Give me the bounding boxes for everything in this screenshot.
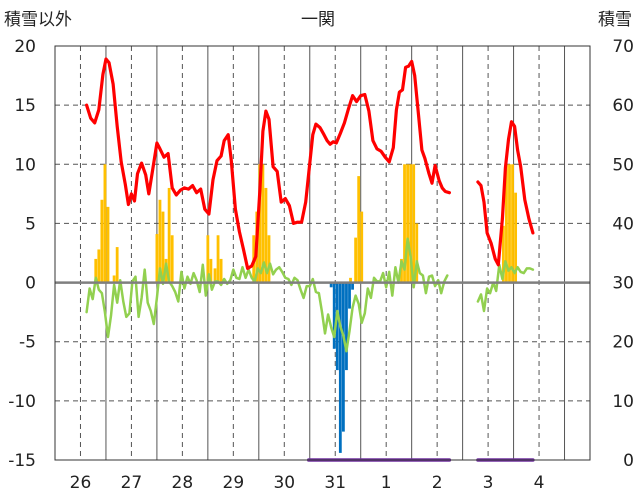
y-left-tick-label: -10 [8,392,36,412]
x-day-label: 27 [121,473,143,493]
sunshine-bar [97,249,101,283]
sunshine-bar [505,164,508,283]
x-day-label: 31 [324,473,346,493]
x-day-label: 4 [534,473,545,493]
temp-change-line [476,260,535,313]
y-right-tick-label: 10 [612,392,634,412]
right-axis-title: 積雪 [598,10,632,30]
sunshine-bar [155,234,159,283]
precip-bar [341,282,345,432]
x-day-label: 3 [483,473,494,493]
y-left-tick-label: -15 [8,451,36,471]
precip-bar [351,282,354,290]
sunshine-bar [264,187,268,283]
sunshine-bar [258,164,262,283]
y-right-tick-label: 0 [623,451,634,471]
precip-bar [335,282,339,371]
sunshine-bar [206,235,210,283]
sunshine-bar [508,164,511,283]
y-left-tick-label: 0 [25,274,36,294]
precip-bar [329,282,333,288]
x-day-label: 1 [381,473,392,493]
sunshine-bar [403,164,406,283]
sunshine-bar [267,235,271,283]
precip-bar [345,282,348,371]
sunshine-bar [100,199,104,283]
sunshine-bar [216,235,220,283]
x-day-label: 28 [172,473,194,493]
temperature-line [84,57,451,270]
sunshine-bar [106,206,110,283]
sunshine-bar [161,211,165,283]
plot-frame [54,45,591,461]
sunshine-bar [511,164,514,283]
y-left-tick-label: -5 [19,333,36,353]
precip-bar [348,282,351,309]
sunshine-bar [360,211,364,283]
precip-bar [332,282,336,349]
chart-title: 一関 [301,10,335,30]
precip-bar [338,282,342,453]
sunshine-bar [354,237,358,283]
y-right-tick-label: 20 [612,333,634,353]
y-left-tick-label: 5 [25,214,36,234]
sunshine-bar [219,258,223,283]
sunshine-bar [415,223,419,283]
sunshine-bar [170,235,174,283]
sunshine-bar [406,164,409,283]
sunshine-bar [158,199,162,283]
sunshine-bar [357,176,361,283]
sunshine-bar [112,275,116,283]
y-right-tick-label: 70 [612,37,634,57]
sunshine-bar [115,247,119,283]
y-right-tick-label: 30 [612,274,634,294]
y-right-tick-label: 40 [612,214,634,234]
sunshine-bar [209,258,213,283]
sunshine-bar [103,164,107,283]
sunshine-bar [501,225,505,283]
sunshine-bar [400,258,403,283]
sunshine-bar [514,192,518,283]
x-day-label: 29 [223,473,245,493]
y-right-tick-label: 60 [612,96,634,116]
left-axis-title: 積雪以外 [4,10,72,30]
sunshine-bar [261,164,265,283]
x-day-label: 26 [70,473,92,493]
sunshine-bar [412,164,416,283]
sunshine-bar [349,277,352,283]
sunshine-bar [94,258,98,283]
sunshine-bar [167,187,171,283]
temperature-line [476,120,535,267]
sunshine-bar [213,268,217,283]
y-left-tick-label: 10 [14,155,36,175]
x-day-label: 2 [432,473,443,493]
y-right-tick-label: 50 [612,155,634,175]
x-day-label: 30 [273,473,295,493]
y-left-tick-label: 20 [14,37,36,57]
y-left-tick-label: 15 [14,96,36,116]
sunshine-bar [409,164,413,283]
